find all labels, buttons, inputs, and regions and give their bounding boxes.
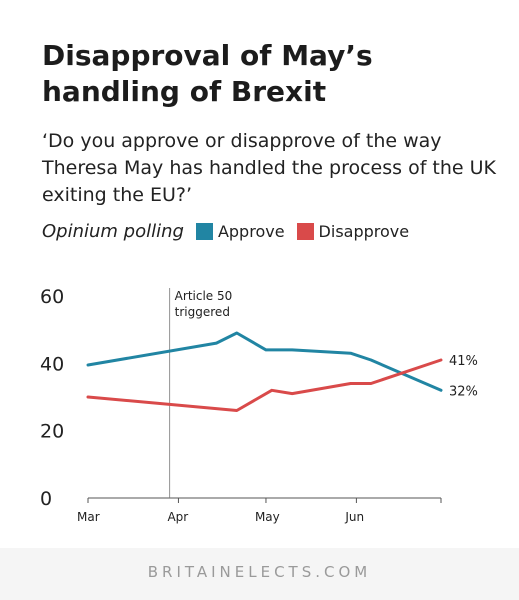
footer-band <box>0 548 519 600</box>
annotation-text: Article 50 <box>175 289 233 303</box>
source-and-legend: Opinium polling Approve Disapprove <box>42 221 421 242</box>
y-tick-label: 60 <box>40 286 64 308</box>
footer-site-name: BRITAINELECTS.COM <box>147 563 372 581</box>
data-point-disapprove <box>270 389 273 392</box>
data-point-approve <box>86 363 90 367</box>
data-point-approve <box>235 331 238 335</box>
legend-label-approve: Approve <box>217 222 285 241</box>
data-point-approve <box>215 341 218 345</box>
legend-swatch-approve <box>195 223 213 240</box>
data-point-disapprove <box>439 358 443 362</box>
end-value-label-approve: 32% <box>449 384 478 399</box>
x-tick-label: Apr <box>167 510 188 524</box>
x-tick-label: Jun <box>344 510 364 524</box>
legend-item-approve: Approve <box>195 222 285 241</box>
series-line-approve <box>86 331 443 392</box>
data-point-approve <box>369 358 373 362</box>
data-point-approve <box>264 348 268 352</box>
data-point-disapprove <box>369 382 373 385</box>
data-point-approve <box>291 348 294 352</box>
legend-item-disapprove: Disapprove <box>296 222 410 241</box>
y-tick-label: 20 <box>40 421 64 443</box>
annotation-text: triggered <box>175 305 230 319</box>
chart-subtitle: ‘Do you approve or disapprove of the way… <box>42 130 497 206</box>
data-point-disapprove <box>86 395 90 399</box>
x-tick-label: Mar <box>77 510 100 524</box>
data-point-disapprove <box>349 382 352 385</box>
x-tick-label: May <box>255 510 280 524</box>
y-tick-label: 40 <box>40 353 64 375</box>
end-value-label-disapprove: 41% <box>449 354 478 369</box>
chart-title: Disapproval of May’s handling of Brexit <box>42 39 373 108</box>
legend-label-disapprove: Disapprove <box>318 222 410 241</box>
data-point-disapprove <box>291 392 294 395</box>
legend-swatch-disapprove <box>296 223 314 240</box>
y-tick-label: 0 <box>40 488 52 510</box>
data-point-approve <box>349 352 352 355</box>
data-point-approve <box>439 389 443 392</box>
data-point-disapprove <box>235 409 238 412</box>
source-label: Opinium polling <box>42 221 184 242</box>
line-chart: 0 20 40 60 Mar Apr May Jun Article 50 triggered 32… <box>40 286 478 524</box>
